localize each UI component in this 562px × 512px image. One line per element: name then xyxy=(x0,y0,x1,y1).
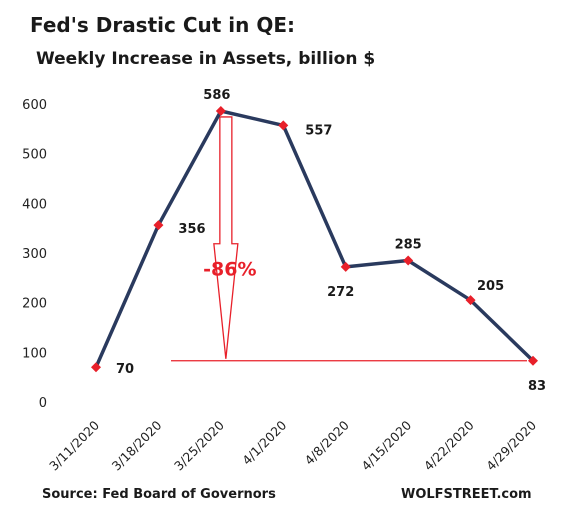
x-tick-label: 4/15/2020 xyxy=(358,417,414,473)
percent-change-label: -86% xyxy=(203,259,256,281)
series-line-path xyxy=(94,109,535,369)
data-label: 205 xyxy=(477,279,504,294)
down-arrow xyxy=(213,116,239,359)
series-line xyxy=(94,109,535,369)
data-label: 272 xyxy=(327,285,354,300)
y-tick-label: 500 xyxy=(22,148,47,163)
y-tick-label: 400 xyxy=(22,197,47,212)
x-tick-label: 3/25/2020 xyxy=(171,417,227,473)
y-tick-label: 300 xyxy=(22,247,47,262)
data-markers xyxy=(91,105,538,373)
y-tick-label: 100 xyxy=(22,346,47,361)
x-tick-label: 3/18/2020 xyxy=(109,417,165,473)
data-label: 83 xyxy=(528,379,546,394)
x-tick-label: 4/8/2020 xyxy=(302,417,352,467)
y-tick-label: 0 xyxy=(39,396,47,411)
data-label: 70 xyxy=(116,362,134,377)
y-tick-label: 200 xyxy=(22,297,47,312)
data-label: 356 xyxy=(178,222,205,237)
x-axis: 3/11/2020 3/18/2020 3/25/2020 4/1/2020 4/8/2… xyxy=(46,417,539,473)
y-axis: 0 100 200 300 400 500 600 xyxy=(22,98,47,411)
data-point xyxy=(465,295,476,306)
data-point xyxy=(153,220,164,231)
data-point xyxy=(403,255,414,266)
x-tick-label: 4/29/2020 xyxy=(483,417,539,473)
data-point xyxy=(215,105,226,116)
data-label: 557 xyxy=(305,123,332,138)
x-tick-label: 4/22/2020 xyxy=(421,417,477,473)
data-point xyxy=(278,120,289,131)
data-label: 285 xyxy=(395,237,422,252)
x-tick-label: 4/1/2020 xyxy=(239,417,289,467)
brand-credit: WOLFSTREET.com xyxy=(401,487,532,502)
data-label: 586 xyxy=(203,88,230,103)
source-note: Source: Fed Board of Governors xyxy=(42,487,276,502)
y-tick-label: 600 xyxy=(22,98,47,113)
x-tick-label: 3/11/2020 xyxy=(46,417,102,473)
data-point xyxy=(528,355,538,366)
chart-title: Fed's Drastic Cut in QE: xyxy=(30,13,295,37)
data-point xyxy=(91,362,101,373)
chart-subtitle: Weekly Increase in Assets, billion $ xyxy=(36,49,375,69)
data-point xyxy=(340,261,351,272)
annotation: -86% xyxy=(171,116,527,362)
data-labels: 70 356 586 557 272 285 205 83 xyxy=(116,88,546,394)
